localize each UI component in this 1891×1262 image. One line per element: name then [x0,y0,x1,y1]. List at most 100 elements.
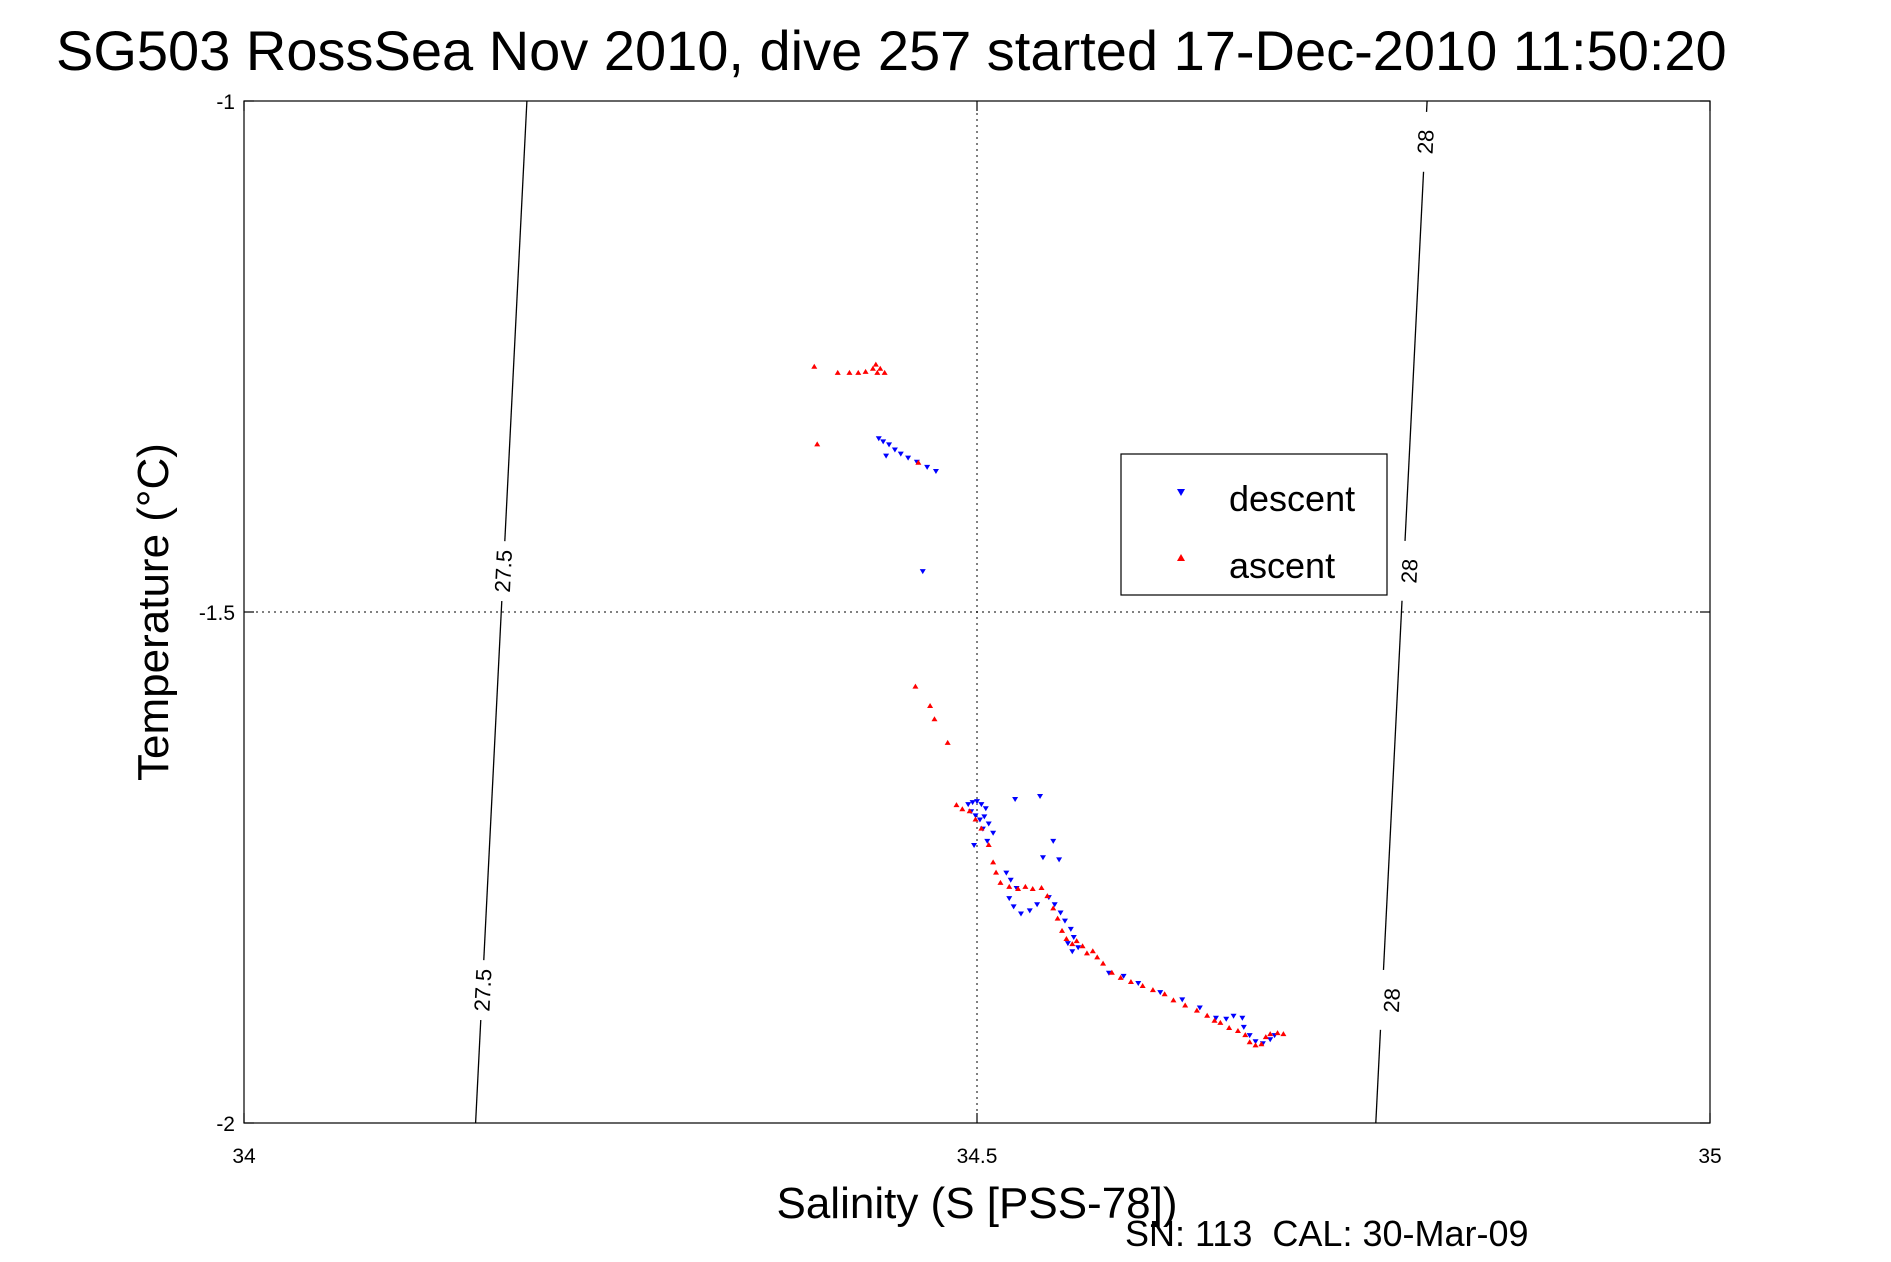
ascent-point [1267,1031,1274,1037]
contour-label: 28 [1412,129,1438,155]
ascent-point [1280,1031,1287,1037]
descent-point [886,442,893,448]
ascent-point [874,369,881,375]
descent-point [1067,926,1074,932]
ascent-point [1211,1017,1218,1023]
descent-point [969,800,976,806]
ascent-point [997,879,1004,885]
descent-point [924,464,931,470]
ascent-point [1242,1032,1249,1038]
ascent-point [1127,978,1134,984]
ascent-point [1252,1042,1259,1048]
descent-point [1157,990,1164,996]
legend-label-descent: descent [1229,478,1355,519]
descent-point [990,830,997,836]
descent-point [1212,1015,1219,1021]
x-axis-label: Salinity (S [PSS-78]) [776,1179,1177,1228]
descent-point [1050,838,1057,844]
legend-label-ascent: ascent [1229,545,1335,586]
contour-label: 28 [1396,558,1422,584]
ascent-point [862,368,869,374]
descent-point [1039,855,1046,861]
legend-marker-ascent [1177,554,1185,561]
ascent-point [990,859,997,865]
ascent-point [834,369,841,375]
calibration-footer: SN: 113 CAL: 30-Mar-09 [1125,1213,1529,1254]
descent-point [972,813,979,819]
descent-point [1196,1005,1203,1011]
ascent-point [869,365,876,371]
descent-point [1026,908,1033,914]
ascent-point [993,869,1000,875]
ascent-point [931,716,938,722]
ascent-point [1193,1007,1200,1013]
chart-title: SG503 RossSea Nov 2010, dive 257 started… [56,19,1727,82]
ascent-point [978,825,985,831]
descent-point [1267,1037,1274,1043]
ascent-point [1204,1012,1211,1018]
ascent-point [966,808,973,814]
descent-point [1223,1016,1230,1022]
ascent-point [877,365,884,371]
descent-point [1230,1013,1237,1019]
legend-marker-descent [1177,489,1185,496]
descent-point [1105,970,1112,976]
descent-point [891,447,898,453]
descent-point [1007,877,1014,883]
ascent-point [1149,987,1156,993]
contour-label: 27.5 [490,549,517,593]
ascent-point [1161,991,1168,997]
ascent-point [814,441,821,447]
ascent-point [1094,954,1101,960]
descent-point [905,455,912,461]
descent-point [1034,902,1041,908]
descent-point [1064,941,1071,947]
descent-point [971,843,978,849]
contour-label-gap [1393,540,1425,602]
descent-point [919,569,926,575]
ascent-point [881,369,888,375]
axis-ticks: 34 34.5 35 -1 -1.5 -2 [199,91,1722,1168]
descent-point [1057,910,1064,916]
ascent-point [1246,1039,1253,1045]
y-tick-label: -2 [216,1113,235,1136]
ascent-point [915,459,922,465]
ascent-point [1054,915,1061,921]
ascent-point [927,703,934,709]
x-tick-label: 35 [1698,1145,1721,1168]
ascent-point [1073,938,1080,944]
ascent-point [1059,927,1066,933]
data-points [811,361,1287,1048]
ascent-point [855,369,862,375]
ascent-point [1022,883,1029,889]
descent-point [1240,1024,1247,1030]
descent-point [1051,902,1058,908]
descent-point [982,806,989,812]
contour-label-gap [487,540,519,602]
y-tick-label: -1.5 [199,602,235,625]
descent-point [978,802,985,808]
descent-point [1239,1015,1246,1021]
descent-point [1252,1039,1259,1045]
descent-point [880,439,887,445]
ascent-point [1015,885,1022,891]
descent-point [1069,949,1076,955]
descent-point [984,838,991,844]
ascent-point [811,363,818,369]
legend-box [1120,453,1388,596]
ascent-point [872,361,879,367]
descent-point [981,814,988,820]
ascent-point [1079,943,1086,949]
ascent-point [1258,1041,1265,1047]
density-contours: 27.5 27.5 28 28 28 [467,100,1442,1124]
descent-point [1017,911,1024,917]
ascent-point [1117,974,1124,980]
descent-point [1003,870,1010,876]
ascent-point [1108,969,1115,975]
contour-label-gap [1410,111,1442,173]
descent-point [1246,1033,1253,1039]
grid-lines [244,101,1710,1123]
contour-label-gap [1376,969,1408,1032]
ascent-point [1262,1034,1269,1040]
descent-point [932,468,939,474]
